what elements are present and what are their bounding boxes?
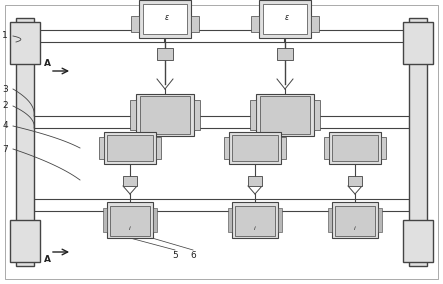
Bar [314, 100, 320, 130]
Text: 6: 6 [190, 252, 196, 260]
Bar [348, 176, 362, 186]
Bar [130, 100, 136, 130]
Bar [403, 22, 433, 64]
Bar [403, 220, 433, 262]
Bar [103, 208, 107, 232]
Bar [157, 48, 173, 60]
Bar [107, 135, 153, 161]
Bar [277, 48, 293, 60]
Bar [381, 137, 386, 159]
Bar [260, 96, 310, 134]
Bar [378, 208, 382, 232]
Bar [324, 137, 329, 159]
Bar [110, 206, 150, 236]
Bar [256, 94, 314, 136]
Bar [107, 202, 153, 238]
Text: 7: 7 [2, 145, 8, 153]
Bar [229, 132, 281, 164]
Bar [99, 137, 104, 159]
Bar [191, 16, 199, 32]
Text: i: i [354, 225, 356, 231]
Bar [156, 137, 161, 159]
Bar [10, 22, 40, 64]
Bar [123, 176, 137, 186]
Text: 3: 3 [2, 85, 8, 93]
Text: 5: 5 [172, 252, 178, 260]
Text: ε: ε [165, 14, 169, 22]
Bar [248, 176, 262, 186]
Bar [250, 100, 256, 130]
Bar [131, 16, 139, 32]
Bar [329, 132, 381, 164]
Bar [10, 220, 40, 262]
Bar [228, 208, 232, 232]
Bar [194, 100, 200, 130]
Bar [16, 18, 34, 266]
Bar [328, 208, 332, 232]
Bar [224, 137, 229, 159]
Bar [263, 4, 307, 34]
Text: 1: 1 [2, 32, 8, 41]
Text: 2: 2 [2, 101, 8, 110]
Bar [140, 96, 190, 134]
Text: 4: 4 [2, 122, 8, 131]
Bar [259, 0, 311, 38]
Bar [332, 135, 378, 161]
Bar [153, 208, 157, 232]
Text: i: i [129, 225, 131, 231]
Text: ε: ε [285, 14, 289, 22]
Bar [232, 202, 278, 238]
Text: i: i [254, 225, 256, 231]
Bar [235, 206, 275, 236]
Bar [104, 132, 156, 164]
Bar [278, 208, 282, 232]
Bar [232, 135, 278, 161]
Bar [332, 202, 378, 238]
Bar [136, 94, 194, 136]
Bar [335, 206, 375, 236]
Bar [409, 18, 427, 266]
Bar [139, 0, 191, 38]
Bar [143, 4, 187, 34]
Bar [251, 16, 259, 32]
Text: A: A [43, 60, 51, 68]
Text: A: A [43, 256, 51, 264]
Bar [281, 137, 286, 159]
Bar [311, 16, 319, 32]
